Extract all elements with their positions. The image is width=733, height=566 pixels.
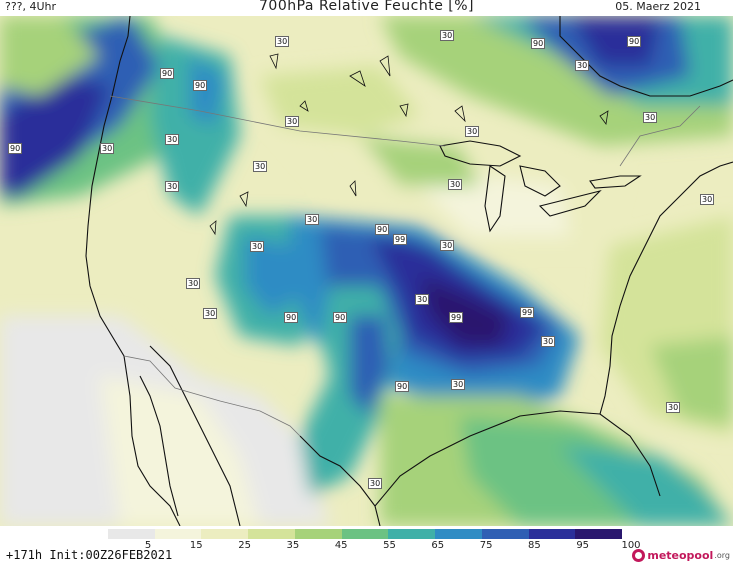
valid-date-label: 05. Maerz 2021 (615, 0, 701, 13)
color-scale-tick-label: 25 (238, 540, 251, 551)
contour-label: 30 (666, 402, 681, 413)
great-lakes (439, 140, 642, 233)
color-scale-tick-label: 45 (334, 540, 348, 551)
color-scale-segment (481, 529, 530, 539)
political-borders (109, 95, 701, 437)
contour-label: 90 (531, 38, 546, 49)
contour-label: 30 (440, 30, 455, 41)
color-scale-segment (435, 529, 483, 539)
contour-label: 30 (440, 240, 455, 251)
color-scale-segment (108, 529, 156, 539)
contour-label: 30 (250, 241, 265, 252)
color-scale-tick-label: 65 (431, 540, 445, 551)
contour-label: 90 (193, 80, 208, 91)
meteopool-logo-icon (632, 548, 646, 562)
color-scale-segment (201, 529, 249, 539)
color-scale-tick-label: 35 (286, 540, 300, 551)
contour-label: 90 (375, 224, 390, 235)
model-run-label: +171h Init:00Z26FEB2021 (6, 548, 173, 562)
contour-label: 99 (449, 312, 464, 323)
contour-label: 99 (520, 307, 535, 318)
contour-label: 30 (700, 194, 715, 205)
contour-label: 90 (284, 312, 299, 323)
contour-label: 30 (451, 379, 466, 390)
color-scale-segment (341, 529, 389, 539)
contour-label: 99 (393, 234, 408, 245)
contour-label: 30 (368, 478, 383, 489)
contour-label: 30 (165, 181, 180, 192)
contour-label: 30 (415, 294, 430, 305)
inland-lakes (209, 53, 609, 236)
color-scale-tick-label: 95 (576, 540, 590, 551)
logo-text: meteopool (647, 548, 714, 562)
color-scale-segment (294, 529, 343, 539)
contour-label: 30 (465, 126, 480, 137)
color-scale-tick-label: 85 (528, 540, 541, 551)
humidity-map: 90 90 90 30 90 90 30 30 30 30 30 30 90 3… (0, 16, 733, 526)
humidity-map-canvas (0, 16, 733, 526)
contour-label: 30 (203, 308, 218, 319)
contour-label: 30 (541, 336, 556, 347)
header-bar: ???, 4Uhr 700hPa Relative Feuchte [%] 05… (0, 0, 733, 16)
map-title: 700hPa Relative Feuchte [%] (259, 0, 474, 14)
color-scale-segment (575, 529, 623, 539)
contour-label: 30 (275, 36, 290, 47)
color-scale-tick-label: 15 (189, 540, 203, 551)
color-scale-tick-label: 100 (621, 540, 641, 551)
color-scale-tick-label: 55 (383, 540, 396, 551)
color-scale-segment (154, 529, 202, 539)
humidity-field (0, 16, 733, 526)
contour-label: 30 (285, 116, 300, 127)
contour-label: 30 (165, 134, 180, 145)
contour-label: 30 (253, 161, 268, 172)
meteopool-logo: meteopool .org (632, 547, 730, 563)
color-scale-segment (388, 529, 436, 539)
contour-label: 30 (100, 143, 115, 154)
color-scale-ticks: 5 15 25 35 45 55 65 75 85 95 100 (100, 540, 641, 554)
contour-label: 90 (395, 381, 410, 392)
color-scale-segment (248, 529, 296, 539)
contour-label: 30 (186, 278, 201, 289)
color-scale-tick-label: 5 (144, 540, 152, 551)
color-scale-tick-label: 75 (479, 540, 493, 551)
valid-time-label: ???, 4Uhr (5, 0, 57, 13)
color-scale-bar (108, 529, 623, 539)
contour-label: 90 (627, 36, 642, 47)
contour-label: 30 (448, 179, 463, 190)
contour-label: 30 (305, 214, 320, 225)
color-scale-segment (528, 529, 576, 539)
logo-tld: .org (714, 550, 730, 560)
contour-label: 90 (333, 312, 348, 323)
contour-label: 90 (160, 68, 175, 79)
contour-label: 90 (8, 143, 23, 154)
contour-label: 30 (643, 112, 658, 123)
contour-label: 30 (575, 60, 590, 71)
